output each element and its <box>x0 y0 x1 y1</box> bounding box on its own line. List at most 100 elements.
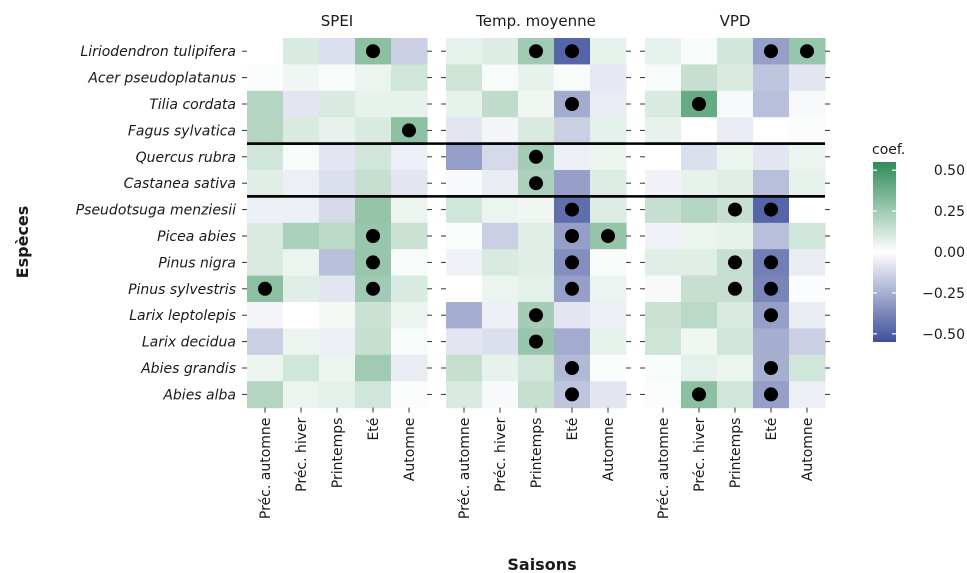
heatmap-cell <box>518 64 555 92</box>
heatmap-cell <box>753 170 790 197</box>
significance-dot <box>692 97 706 111</box>
significance-dot <box>764 202 778 217</box>
heatmap-cell <box>590 196 627 224</box>
heatmap-cell <box>446 222 483 250</box>
heatmap-cell <box>681 170 718 197</box>
heatmap-cell <box>753 143 790 171</box>
heatmap-cell <box>645 275 682 303</box>
heatmap-cell <box>319 328 356 356</box>
heatmap-cell <box>355 328 392 356</box>
heatmap-cell <box>753 222 790 250</box>
heatmap-cell <box>590 381 627 409</box>
heatmap-cell <box>590 170 627 197</box>
heatmap-cell <box>283 64 320 92</box>
season-label: Préc. automne <box>457 418 473 519</box>
y-axis-title: Espèces <box>13 206 32 279</box>
heatmap-cell <box>355 170 392 197</box>
heatmap-cell <box>645 90 682 118</box>
x-axis-title: Saisons <box>507 555 576 573</box>
heatmap-cell <box>645 302 682 329</box>
heatmap-cell <box>789 117 826 145</box>
heatmap-cell <box>753 64 790 92</box>
species-label: Abies grandis <box>140 361 236 377</box>
season-label: Préc. automne <box>656 418 672 519</box>
heatmap-cell <box>482 302 519 329</box>
heatmap-cell <box>247 196 284 224</box>
heatmap-cell <box>717 381 754 409</box>
heatmap-cell <box>717 170 754 197</box>
heatmap-cell <box>482 38 519 65</box>
heatmap-cell <box>590 64 627 92</box>
significance-dot <box>366 255 380 270</box>
species-label: Larix decidua <box>142 335 236 351</box>
facet-panel <box>640 38 830 409</box>
season-label: Automne <box>601 418 617 482</box>
heatmap-cell <box>645 170 682 197</box>
heatmap-cell <box>283 117 320 145</box>
significance-dot <box>565 229 579 243</box>
heatmap-cell <box>283 38 320 65</box>
heatmap-cell <box>319 354 356 382</box>
heatmap-cell <box>482 328 519 356</box>
season-label: Préc. hiver <box>692 417 708 492</box>
facet-title: VPD <box>720 12 751 30</box>
heatmap-cell <box>482 249 519 277</box>
significance-dot <box>728 202 742 217</box>
heatmap-cell <box>391 38 428 65</box>
significance-dot <box>728 281 742 296</box>
heatmap-cell <box>518 222 555 250</box>
heatmap-cell <box>681 143 718 171</box>
heatmap-cell <box>645 117 682 145</box>
heatmap-cell <box>319 117 356 145</box>
season-label: Préc. hiver <box>294 417 310 492</box>
heatmap-cell <box>554 302 591 329</box>
season-label: Printemps <box>330 418 346 489</box>
season-label: Printemps <box>728 418 744 489</box>
heatmap-cell <box>518 275 555 303</box>
species-label: Liriodendron tulipifera <box>80 44 236 60</box>
heatmap-cell <box>681 249 718 277</box>
heatmap-cell <box>645 249 682 277</box>
heatmap-cell <box>446 302 483 329</box>
heatmap-cell <box>717 328 754 356</box>
heatmap-cell <box>681 117 718 145</box>
heatmap-cell <box>446 328 483 356</box>
heatmap-cell <box>590 117 627 145</box>
heatmap-cell <box>789 64 826 92</box>
heatmap-cell <box>319 275 356 303</box>
heatmap-cell <box>518 196 555 224</box>
heatmap-cell <box>391 64 428 92</box>
significance-dot <box>764 308 778 323</box>
significance-dot <box>565 387 579 402</box>
heatmap-cell <box>789 275 826 303</box>
heatmap-panels <box>242 38 830 409</box>
heatmap-cell <box>789 381 826 409</box>
heatmap-cell <box>446 354 483 382</box>
heatmap-cell <box>789 90 826 118</box>
significance-dot <box>800 44 814 59</box>
heatmap-cell <box>355 354 392 382</box>
species-label: Tilia cordata <box>149 97 236 113</box>
significance-dot <box>565 44 579 59</box>
significance-dot <box>565 97 579 111</box>
heatmap-cell <box>482 90 519 118</box>
species-label: Castanea sativa <box>124 176 236 192</box>
heatmap-cell <box>554 64 591 92</box>
heatmap-cell <box>518 381 555 409</box>
heatmap-cell <box>518 117 555 145</box>
facet-panel <box>441 38 631 409</box>
heatmap-cell <box>717 222 754 250</box>
significance-dot <box>728 255 742 270</box>
heatmap-cell <box>446 196 483 224</box>
heatmap-cell <box>590 143 627 171</box>
heatmap-cell <box>319 222 356 250</box>
heatmap-cell <box>645 222 682 250</box>
significance-dot <box>565 361 579 375</box>
heatmap-cell <box>283 302 320 329</box>
heatmap-cell <box>446 381 483 409</box>
heatmap-cell <box>717 117 754 145</box>
significance-dot <box>258 281 272 296</box>
facet-title: SPEI <box>321 12 353 30</box>
heatmap-cell <box>590 354 627 382</box>
